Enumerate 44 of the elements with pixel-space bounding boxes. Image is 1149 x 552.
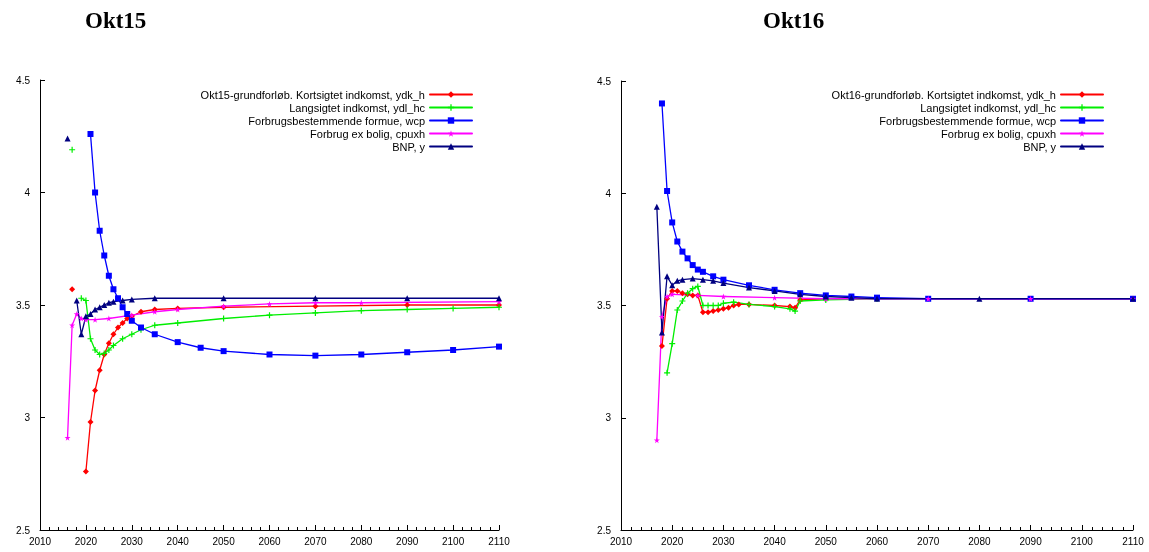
x-tick-label: 2030 [712,535,735,547]
legend-label: Langsigtet indkomst, ydl_hc [289,101,426,114]
y-tick-label: 3 [605,412,612,424]
x-tick-label: 2060 [258,535,282,547]
y-tick-label: 3.5 [16,299,31,311]
x-tick-label: 2110 [1122,535,1145,547]
x-tick-label: 2110 [488,535,511,547]
x-tick-label: 2100 [1070,535,1094,547]
legend-label: Forbrug ex bolig, cpuxh [310,127,425,140]
legend-label: Okt16-grundforløb. Kortsigtet indkomst, ydk_h [831,88,1056,101]
y-tick-label: 3 [24,412,31,423]
legend-label: Forbrug ex bolig, cpuxh [941,127,1056,140]
x-tick-label: 2010 [28,535,52,547]
x-tick-label: 2040 [763,535,787,547]
x-tick-label: 2020 [74,535,98,547]
legend-label: BNP, y [1023,140,1057,153]
x-tick-label: 2070 [917,535,940,547]
y-tick-label: 4.5 [597,75,612,87]
legend-label: BNP, y [392,140,426,153]
x-tick-label: 2090 [1019,535,1043,547]
x-tick-label: 2060 [865,535,889,547]
y-tick-label: 2.5 [16,524,31,536]
x-tick-label: 2090 [396,535,419,547]
chart-title: Okt15 [85,8,147,33]
x-tick-label: 2080 [350,535,373,547]
legend-label: Okt15-grundforløb. Kortsigtet indkomst, ydk_h [200,88,425,101]
x-tick-label: 2100 [441,535,465,547]
legend-label: Langsigtet indkomst, ydl_hc [920,101,1057,114]
x-tick-label: 2010 [609,535,633,547]
y-tick-label: 4.5 [16,74,31,86]
x-tick-label: 2080 [968,535,991,547]
x-tick-label: 2050 [814,535,838,547]
y-tick-label: 2.5 [597,524,612,536]
x-tick-label: 2030 [120,535,144,547]
y-tick-label: 4 [24,187,31,198]
x-tick-label: 2020 [661,535,684,547]
legend-label: Forbrugsbestemmende formue, wcp [879,114,1056,127]
y-tick-label: 4 [605,187,612,199]
x-tick-label: 2050 [212,535,236,547]
chart-title: Okt16 [763,8,825,33]
x-tick-label: 2070 [304,535,327,547]
legend-label: Forbrugsbestemmende formue, wcp [248,114,425,127]
x-tick-label: 2040 [166,535,190,547]
y-tick-label: 3.5 [597,300,612,311]
